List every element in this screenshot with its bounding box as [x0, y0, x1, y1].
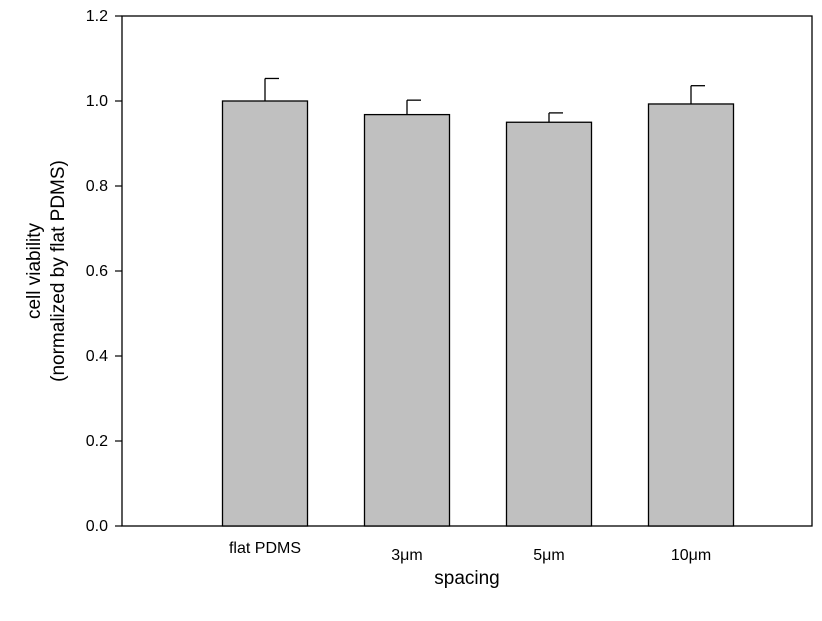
bar-3: [505, 121, 593, 527]
x-axis-title: spacing: [434, 568, 500, 589]
bar-4: [647, 103, 735, 527]
x-tick-label-1: flat PDMS: [229, 540, 301, 557]
y-tick-label: 0.0: [86, 518, 108, 535]
x-tick-label-3: 5μm: [533, 547, 564, 564]
y-tick-label: 0.8: [86, 178, 108, 195]
y-tick-label: 0.2: [86, 433, 108, 450]
y-tick-label: 0.4: [86, 348, 108, 365]
x-tick-label-4: 10μm: [671, 547, 711, 564]
y-axis-title-line2: (normalized by flat PDMS): [48, 160, 69, 382]
error-bars-group: [264, 77, 705, 123]
y-axis: 0.0 0.2 0.4 0.6 0.8 1.0 1.2: [86, 8, 122, 535]
y-tick-label: 1.2: [86, 8, 108, 25]
bar-1: [221, 100, 309, 527]
y-axis-title: cell viability (normalized by flat PDMS): [24, 160, 69, 382]
y-tick-label: 1.0: [86, 93, 108, 110]
bar-2: [363, 113, 451, 527]
bars-group: [221, 100, 735, 527]
y-tick-label: 0.6: [86, 263, 108, 280]
x-tick-label-2: 3μm: [391, 547, 422, 564]
y-axis-title-line1: cell viability: [24, 222, 45, 319]
x-axis-labels: flat PDMS 3μm 5μm 10μm: [229, 540, 711, 564]
